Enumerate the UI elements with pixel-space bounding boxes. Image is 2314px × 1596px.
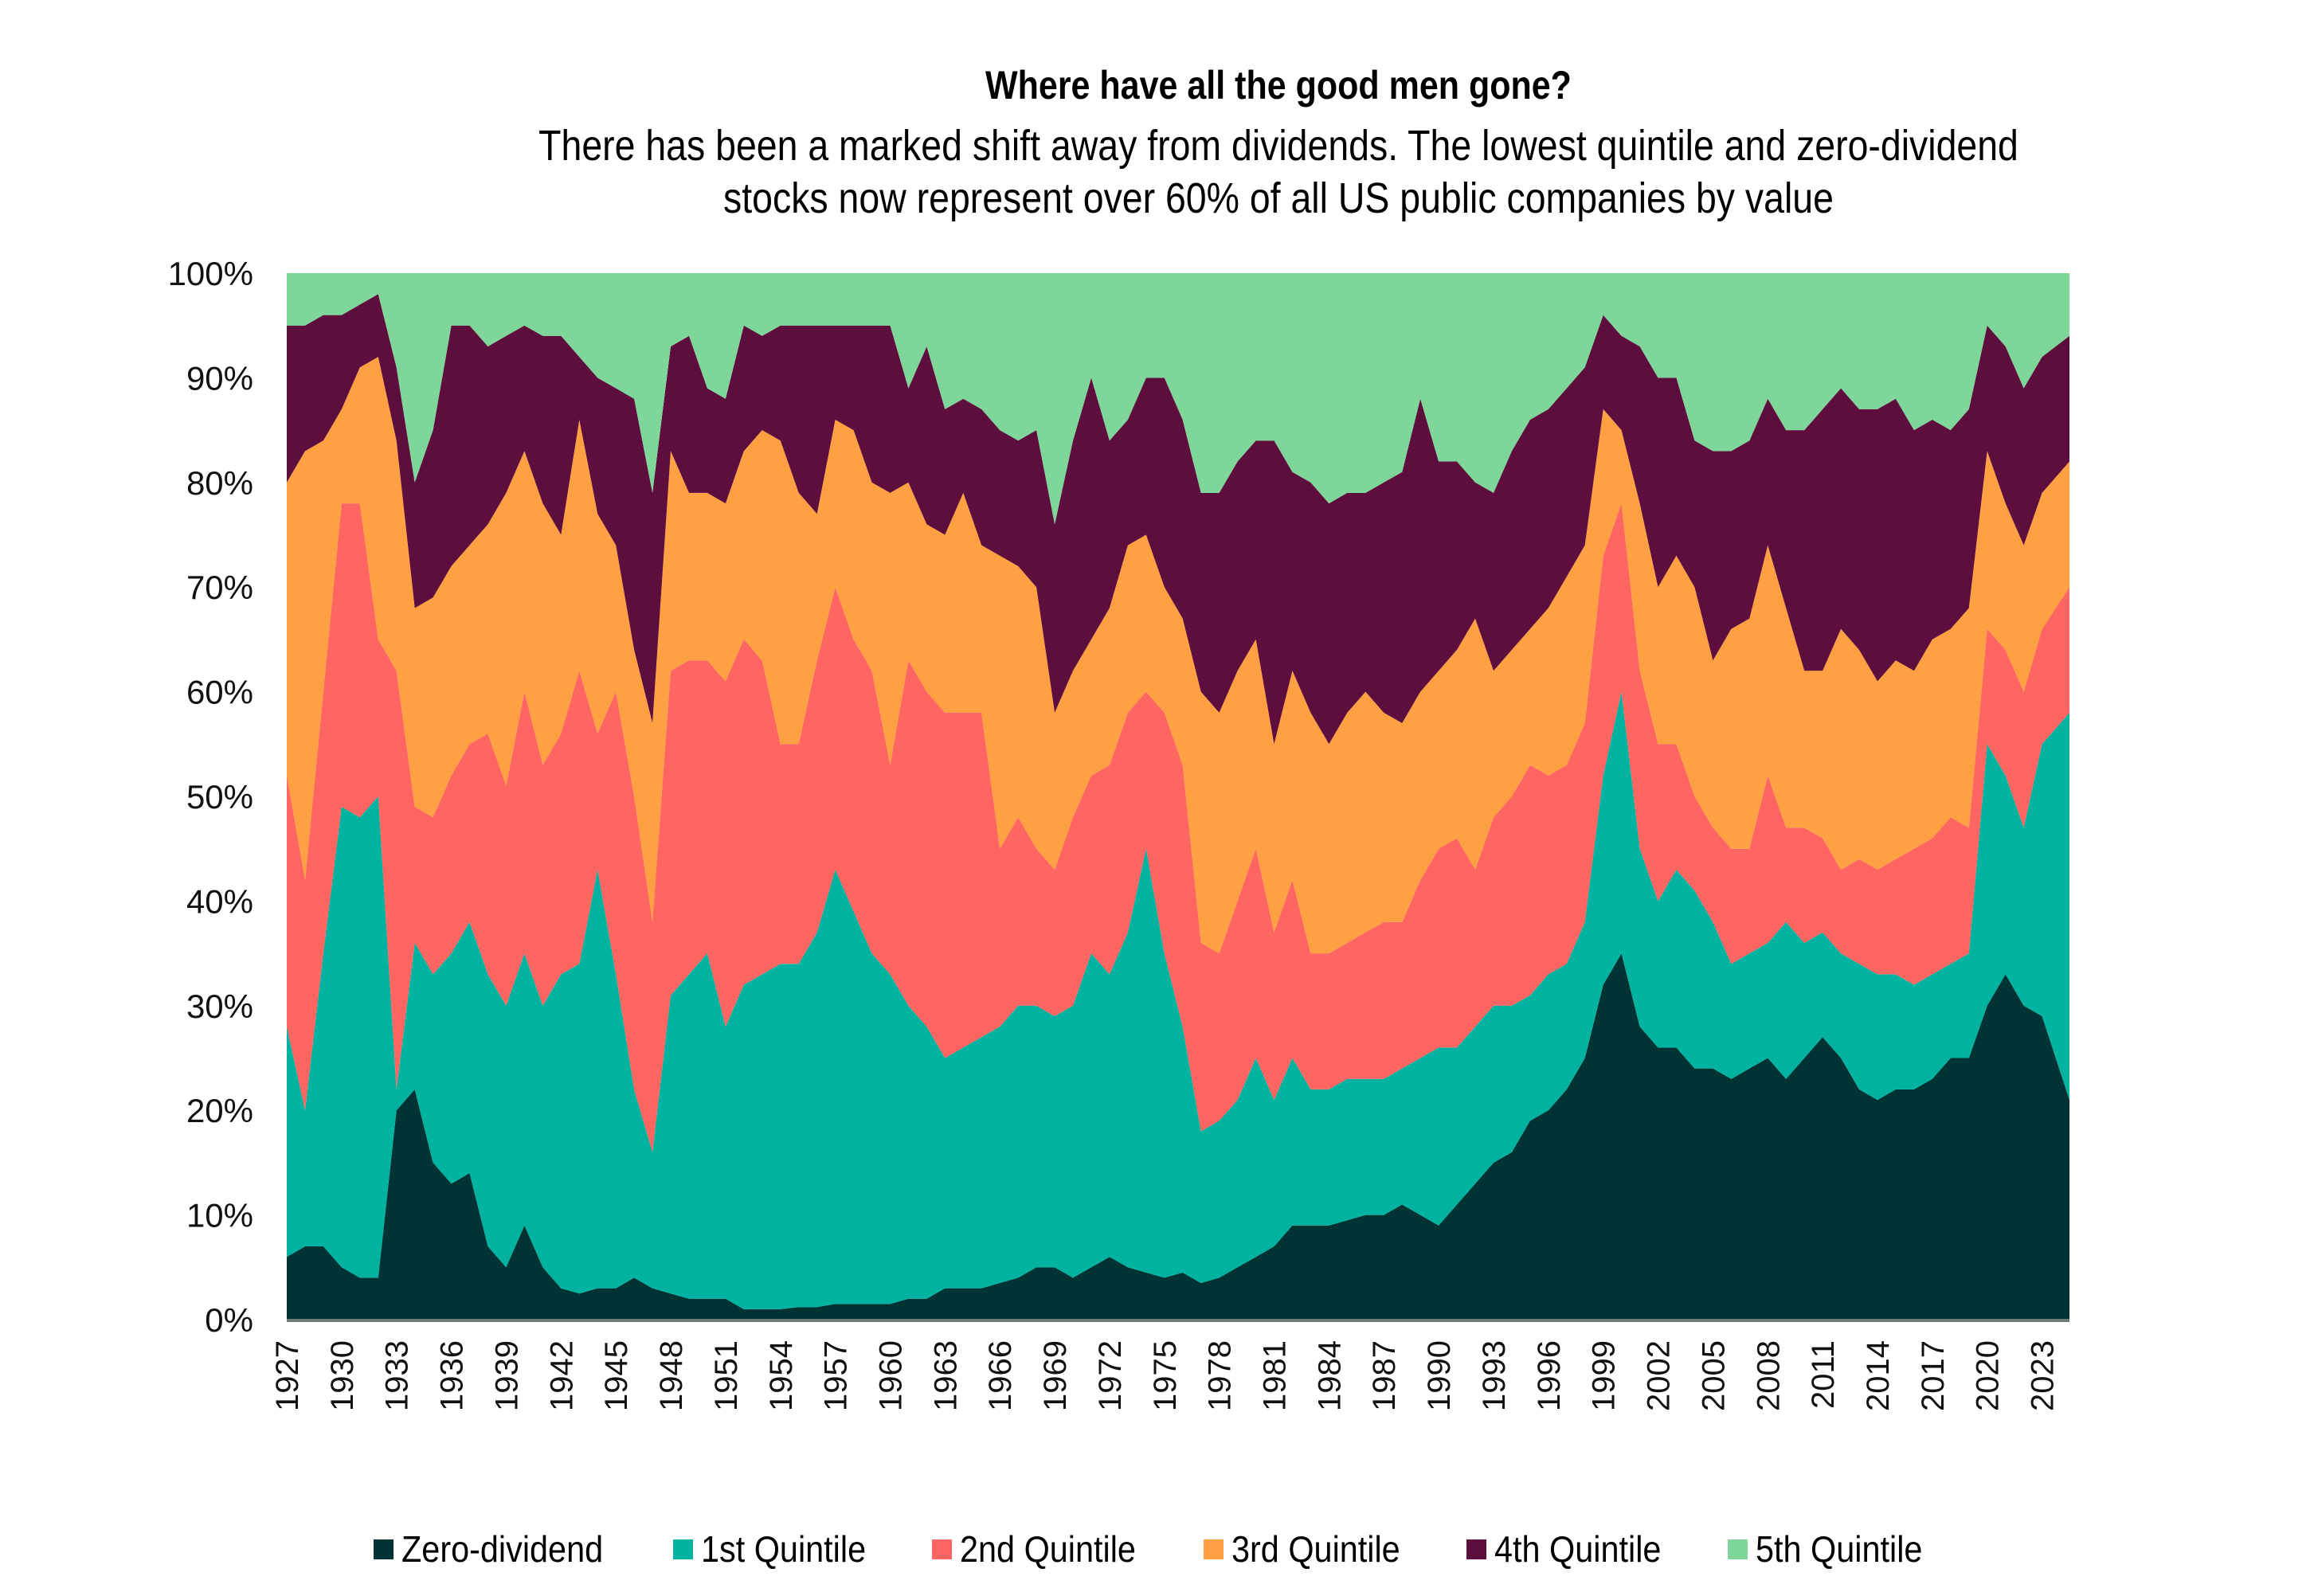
x-tick-label: 1945 bbox=[599, 1340, 634, 1411]
chart-svg: 0%10%20%30%40%50%60%70%80%90%100% 1927 19… bbox=[168, 255, 2069, 1411]
x-tick-label: 1996 bbox=[1532, 1340, 1567, 1411]
x-tick-label: 1933 bbox=[380, 1340, 415, 1411]
y-tick-label: 40% bbox=[186, 882, 253, 920]
area-zero-dividend bbox=[287, 953, 2069, 1320]
y-tick-label: 50% bbox=[186, 778, 253, 816]
legend-label: 1st Quintile bbox=[701, 1528, 867, 1570]
legend-item: 2nd Quintile bbox=[932, 1528, 1156, 1571]
x-axis-ticks: 1927 1930 1933 1936 1939 1942 1945 1948 1951 1954… bbox=[270, 1340, 2061, 1411]
x-tick-label: 1993 bbox=[1477, 1340, 1512, 1411]
x-tick-label: 2023 bbox=[2026, 1340, 2061, 1411]
area-layers bbox=[287, 273, 2069, 1320]
y-tick-label: 30% bbox=[186, 988, 253, 1025]
y-tick-label: 80% bbox=[186, 464, 253, 502]
x-tick-label: 1999 bbox=[1587, 1340, 1622, 1411]
legend-item: 5th Quintile bbox=[1727, 1528, 1941, 1571]
x-tick-label: 1936 bbox=[435, 1340, 470, 1411]
x-tick-label: 1975 bbox=[1148, 1340, 1183, 1411]
x-tick-label: 1951 bbox=[709, 1340, 744, 1411]
legend-swatch bbox=[932, 1539, 953, 1559]
x-tick-label: 2005 bbox=[1696, 1340, 1731, 1411]
legend-label: Zero-dividend bbox=[401, 1528, 603, 1570]
area-2nd-quintile bbox=[287, 503, 2069, 1152]
y-tick-label: 100% bbox=[168, 255, 253, 292]
chart-subtitle-line-2: stocks now represent over 60% of all US … bbox=[723, 174, 1834, 222]
area-1st-quintile bbox=[287, 691, 2069, 1309]
x-tick-label: 2002 bbox=[1642, 1340, 1677, 1411]
y-tick-label: 0% bbox=[205, 1301, 253, 1339]
legend-swatch bbox=[1466, 1539, 1486, 1559]
area-5th-quintile bbox=[287, 273, 2069, 525]
legend-label: 5th Quintile bbox=[1755, 1528, 1922, 1570]
legend-label: 2nd Quintile bbox=[960, 1528, 1137, 1570]
x-tick-label: 1954 bbox=[764, 1340, 799, 1411]
legend-swatch bbox=[1203, 1539, 1224, 1559]
x-tick-label: 2020 bbox=[1971, 1340, 2006, 1411]
x-tick-label: 1957 bbox=[819, 1340, 854, 1411]
x-tick-label: 1963 bbox=[928, 1340, 963, 1411]
legend-item: 1st Quintile bbox=[673, 1528, 884, 1571]
x-tick-label: 1984 bbox=[1312, 1340, 1347, 1411]
legend-item: 3rd Quintile bbox=[1203, 1528, 1419, 1571]
legend-swatch bbox=[1727, 1539, 1748, 1559]
x-tick-label: 1939 bbox=[489, 1340, 524, 1411]
x-tick-label: 1942 bbox=[544, 1340, 579, 1411]
legend-swatch bbox=[673, 1539, 693, 1559]
legend: Zero-dividend 1st Quintile 2nd Quintile 3rd… bbox=[0, 1528, 2314, 1571]
legend-label: 4th Quintile bbox=[1494, 1528, 1662, 1570]
y-tick-label: 10% bbox=[186, 1197, 253, 1234]
x-tick-label: 2014 bbox=[1861, 1340, 1896, 1411]
x-tick-label: 1969 bbox=[1038, 1340, 1073, 1411]
x-tick-label: 1948 bbox=[654, 1340, 689, 1411]
chart-title: Where have all the good men gone? bbox=[985, 63, 1572, 108]
legend-swatch bbox=[373, 1539, 393, 1559]
y-tick-label: 60% bbox=[186, 674, 253, 711]
x-tick-label: 1972 bbox=[1093, 1340, 1128, 1411]
area-4th-quintile bbox=[287, 294, 2069, 745]
legend-item: 4th Quintile bbox=[1466, 1528, 1680, 1571]
x-tick-label: 1960 bbox=[873, 1340, 908, 1411]
legend-item: Zero-dividend bbox=[373, 1528, 625, 1571]
x-tick-label: 1990 bbox=[1422, 1340, 1457, 1411]
y-tick-label: 20% bbox=[186, 1092, 253, 1129]
x-tick-label: 1987 bbox=[1367, 1340, 1402, 1411]
area-3rd-quintile bbox=[287, 357, 2069, 954]
x-tick-label: 2017 bbox=[1916, 1340, 1951, 1411]
y-tick-label: 70% bbox=[186, 569, 253, 606]
x-tick-label: 1981 bbox=[1258, 1340, 1293, 1411]
x-tick-label: 1966 bbox=[983, 1340, 1018, 1411]
y-axis-ticks: 0% 10% 20% 30% 40% 50% 60% 70% 80% 90% 100% bbox=[168, 255, 253, 1339]
x-tick-label: 1978 bbox=[1203, 1340, 1238, 1411]
chart-subtitle-line-1: There has been a marked shift away from … bbox=[538, 122, 2018, 170]
y-tick-label: 90% bbox=[186, 359, 253, 397]
x-tick-label: 2008 bbox=[1751, 1340, 1786, 1411]
x-tick-label: 1927 bbox=[270, 1340, 305, 1411]
x-tick-label: 1930 bbox=[325, 1340, 360, 1411]
x-tick-label: 2011 bbox=[1806, 1340, 1841, 1409]
legend-label: 3rd Quintile bbox=[1231, 1528, 1400, 1570]
